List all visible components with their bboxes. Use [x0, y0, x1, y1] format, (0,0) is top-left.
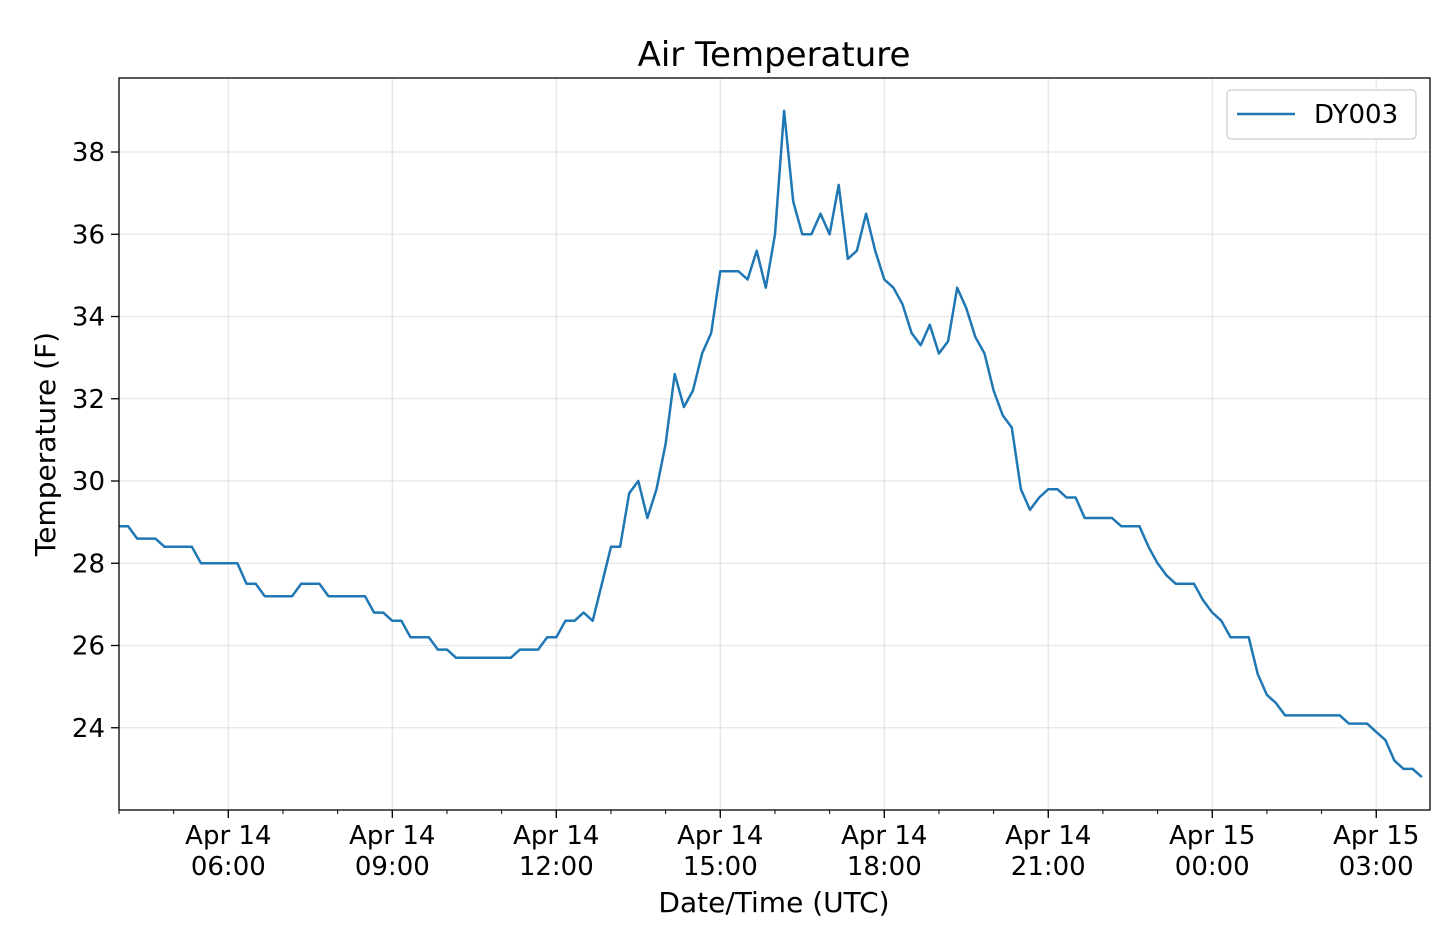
y-tick-label: 30 [72, 467, 105, 497]
gridlines [119, 78, 1430, 810]
chart-title: Air Temperature [638, 35, 911, 75]
x-tick-label: 15:00 [683, 852, 758, 882]
y-tick-label: 26 [72, 632, 105, 662]
x-tick-label: Apr 15 [1169, 821, 1255, 851]
y-tick-label: 38 [72, 138, 105, 168]
x-tick-label: Apr 14 [841, 821, 927, 851]
x-axis-title: Date/Time (UTC) [658, 886, 889, 919]
x-tick-label: Apr 14 [185, 821, 271, 851]
y-tick-label: 32 [72, 385, 105, 415]
series-lines [119, 109, 1423, 779]
x-tick-label: Apr 15 [1333, 821, 1419, 851]
x-tick-label: 00:00 [1175, 852, 1250, 882]
y-axis-title: Temperature (F) [29, 332, 62, 557]
legend-label-dy003: DY003 [1314, 100, 1398, 130]
x-tick-label: 18:00 [847, 852, 922, 882]
y-tick-label: 36 [72, 220, 105, 250]
x-tick-label: 21:00 [1011, 852, 1086, 882]
y-tick-label: 28 [72, 549, 105, 579]
x-tick-label: 03:00 [1339, 852, 1414, 882]
x-tick-label: 12:00 [519, 852, 594, 882]
x-tick-label: 06:00 [191, 852, 266, 882]
series-line-dy003 [119, 109, 1423, 779]
legend: DY003 [1226, 89, 1417, 140]
x-tick-label: Apr 14 [513, 821, 599, 851]
x-tick-label: 09:00 [355, 852, 430, 882]
x-tick-label: Apr 14 [349, 821, 435, 851]
y-tick-label: 24 [72, 714, 105, 744]
x-tick-label: Apr 14 [677, 821, 763, 851]
x-tick-label: Apr 14 [1005, 821, 1091, 851]
y-tick-label: 34 [72, 303, 105, 333]
legend-box [1226, 89, 1417, 140]
